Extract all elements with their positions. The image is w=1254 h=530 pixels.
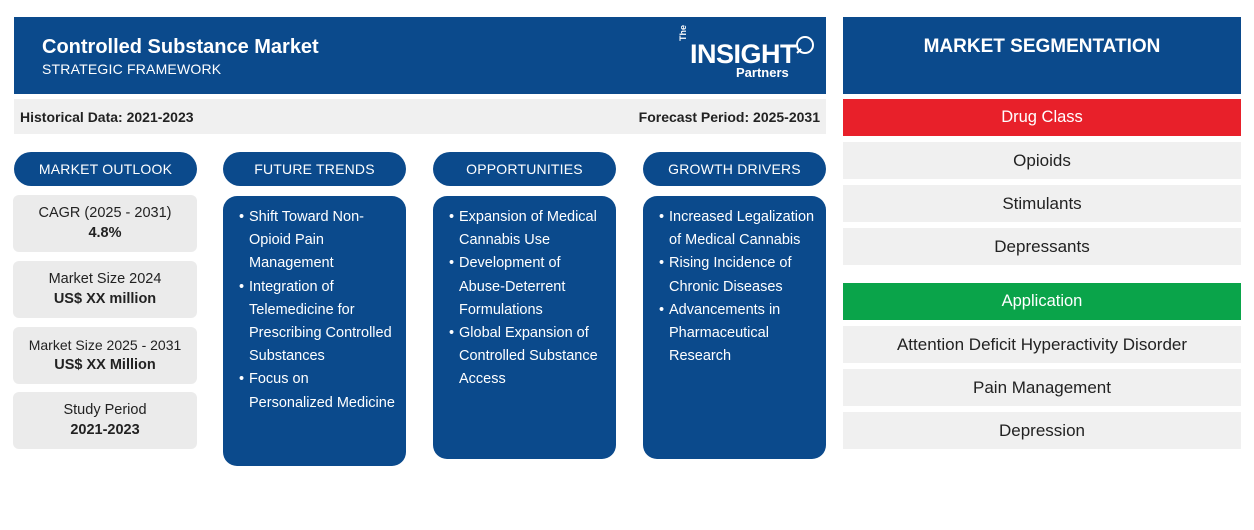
page-subtitle: STRATEGIC FRAMEWORK xyxy=(42,61,222,77)
market-segmentation-heading: MARKET SEGMENTATION xyxy=(843,17,1241,94)
logo-partners-text: Partners xyxy=(736,65,789,80)
logo-insight-text: INSIGHT xyxy=(690,39,797,69)
list-item: Focus on Personalized Medicine xyxy=(239,368,396,414)
segment-item-pain-management: Pain Management xyxy=(843,369,1241,406)
logo-bulb-icon xyxy=(796,36,814,54)
study-period-card: Study Period 2021-2023 xyxy=(13,392,197,449)
list-item: Global Expansion of Controlled Substance… xyxy=(449,322,606,392)
opportunities-panel: Expansion of Medical Cannabis Use Develo… xyxy=(433,196,616,459)
segment-item-depression: Depression xyxy=(843,412,1241,449)
list-item: Expansion of Medical Cannabis Use xyxy=(449,206,606,252)
header-banner: Controlled Substance Market STRATEGIC FR… xyxy=(14,17,826,94)
opportunities-heading: OPPORTUNITIES xyxy=(433,152,616,186)
application-category: Application xyxy=(843,283,1241,320)
card-label: Market Size 2024 xyxy=(48,271,162,287)
growth-drivers-heading: GROWTH DRIVERS xyxy=(643,152,826,186)
market-outlook-heading: MARKET OUTLOOK xyxy=(14,152,197,186)
segment-item-stimulants: Stimulants xyxy=(843,185,1241,222)
card-value: US$ XX million xyxy=(53,291,157,307)
market-size-2024-card: Market Size 2024 US$ XX million xyxy=(13,261,197,318)
segment-item-opioids: Opioids xyxy=(843,142,1241,179)
cagr-card: CAGR (2025 - 2031) 4.8% xyxy=(13,195,197,252)
page-title: Controlled Substance Market xyxy=(42,36,319,58)
drug-class-category: Drug Class xyxy=(843,99,1241,136)
list-item: Integration of Telemedicine for Prescrib… xyxy=(239,276,396,369)
list-item: Increased Legalization of Medical Cannab… xyxy=(659,206,816,252)
forecast-period-label: Forecast Period: 2025-2031 xyxy=(638,109,820,125)
segment-item-adhd: Attention Deficit Hyperactivity Disorder xyxy=(843,326,1241,363)
period-bar: Historical Data: 2021-2023 Forecast Peri… xyxy=(14,99,826,134)
insight-partners-logo: The INSIGHT Partners xyxy=(666,25,816,85)
future-trends-panel: Shift Toward Non-Opioid Pain Management … xyxy=(223,196,406,466)
list-item: Rising Incidence of Chronic Diseases xyxy=(659,252,816,298)
list-item: Development of Abuse-Deterrent Formulati… xyxy=(449,252,606,322)
card-value: 4.8% xyxy=(88,225,122,241)
card-label: Market Size 2025 - 2031 xyxy=(28,337,182,353)
list-item: Shift Toward Non-Opioid Pain Management xyxy=(239,206,396,276)
logo-the-text: The xyxy=(678,24,688,41)
card-label: Study Period xyxy=(63,402,147,418)
future-trends-heading: FUTURE TRENDS xyxy=(223,152,406,186)
historical-data-label: Historical Data: 2021-2023 xyxy=(20,109,194,125)
segment-item-depressants: Depressants xyxy=(843,228,1241,265)
growth-drivers-panel: Increased Legalization of Medical Cannab… xyxy=(643,196,826,459)
list-item: Advancements in Pharmaceutical Research xyxy=(659,299,816,369)
market-size-forecast-card: Market Size 2025 - 2031 US$ XX Million xyxy=(13,327,197,384)
card-value: 2021-2023 xyxy=(70,422,140,438)
card-label: CAGR (2025 - 2031) xyxy=(38,205,172,221)
card-value: US$ XX Million xyxy=(54,357,156,373)
